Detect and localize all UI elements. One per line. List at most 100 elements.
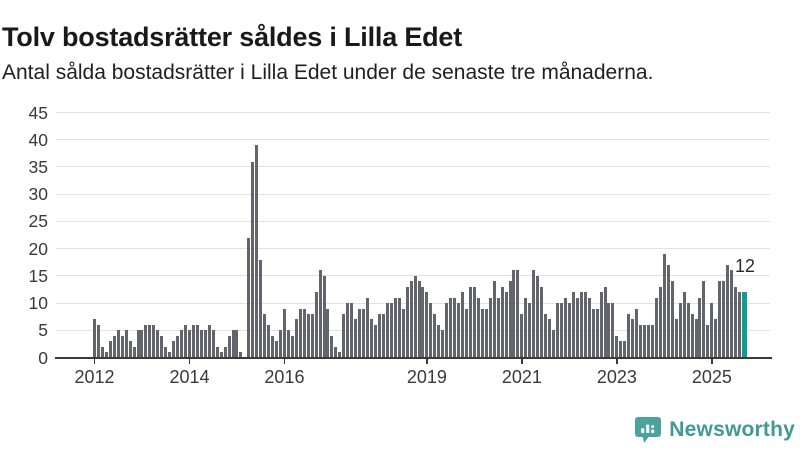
bar [263, 313, 267, 358]
bar [168, 352, 172, 358]
bar [587, 297, 591, 358]
bar [643, 324, 647, 358]
bar [718, 281, 722, 358]
bar [366, 297, 370, 358]
bar [437, 324, 441, 358]
bar [104, 352, 108, 358]
bar [528, 303, 532, 358]
page-subtitle: Antal sålda bostadsrätter i Lilla Edet u… [2, 61, 654, 84]
bar [520, 313, 524, 358]
bar [235, 330, 239, 358]
bar [678, 303, 682, 358]
bar [611, 303, 615, 358]
bar [651, 324, 654, 358]
bar [346, 303, 350, 358]
bar [492, 281, 496, 358]
bar [548, 319, 552, 358]
bar [148, 324, 152, 358]
bar [595, 308, 599, 358]
bar [496, 297, 500, 358]
brand-footer: Newsworthy [634, 416, 795, 444]
bar [100, 346, 104, 358]
newsworthy-logo-icon [634, 416, 662, 444]
bar [405, 286, 409, 358]
bar [279, 330, 282, 358]
bar [540, 286, 544, 358]
bar [670, 281, 674, 358]
bar [282, 308, 286, 358]
y-axis-label: 35 [28, 156, 48, 177]
bar [730, 270, 734, 358]
bar [116, 330, 120, 358]
bar [286, 330, 290, 358]
bar [132, 346, 136, 358]
bar [156, 330, 160, 358]
bar [298, 308, 302, 358]
y-axis-label: 15 [28, 265, 48, 286]
bar [706, 324, 710, 358]
bar [219, 352, 223, 358]
bar [726, 264, 730, 358]
gridline [56, 112, 770, 113]
bar [191, 324, 195, 358]
bar [532, 270, 536, 358]
bar [559, 303, 563, 358]
y-axis-label: 30 [28, 184, 48, 205]
bar [575, 297, 579, 358]
bar [461, 292, 465, 358]
y-axis-label: 40 [28, 129, 48, 150]
x-axis-tick [426, 359, 428, 364]
bar [164, 346, 168, 358]
bar [314, 292, 318, 358]
bar [397, 297, 401, 358]
bar [556, 303, 560, 358]
x-axis-tick [521, 359, 523, 364]
bar [330, 335, 334, 358]
bar [421, 286, 425, 358]
bar [393, 297, 397, 358]
gridline [56, 275, 770, 277]
bar [255, 145, 259, 358]
bar [120, 335, 124, 358]
bar [350, 303, 354, 358]
bar [267, 324, 271, 358]
bar [373, 324, 377, 358]
bar [271, 335, 275, 358]
bar [112, 335, 116, 358]
highlight-bar [742, 292, 747, 358]
bar [203, 330, 207, 358]
bar [338, 352, 342, 358]
bar [639, 324, 643, 358]
bar [429, 303, 433, 358]
bar [207, 324, 211, 358]
y-axis-label: 25 [28, 211, 48, 232]
bar [176, 335, 180, 358]
bar [144, 324, 148, 358]
bar [239, 352, 243, 358]
bar [326, 308, 330, 358]
bar [187, 330, 191, 358]
bar [591, 308, 595, 358]
bar [152, 324, 156, 358]
bar [508, 281, 512, 358]
gridline [56, 139, 770, 141]
bar [195, 324, 199, 358]
bar [512, 270, 516, 358]
bar [385, 303, 389, 358]
bar [563, 297, 567, 358]
y-axis-label: 20 [28, 238, 48, 259]
bar [627, 313, 631, 358]
bar-chart: 0 5 10 15 20 25 30 35 40 45 2012 2014 2016 2019 2021 20… [28, 103, 772, 387]
bar [472, 286, 476, 358]
bar [579, 292, 583, 358]
gridline [56, 193, 770, 195]
x-axis-tick [283, 359, 286, 364]
bar [358, 308, 362, 358]
bar [734, 286, 738, 358]
x-axis-label: 2021 [501, 367, 542, 387]
gridline [56, 302, 770, 304]
bar [654, 297, 658, 358]
bar [290, 335, 294, 358]
x-axis-tick [616, 359, 618, 364]
